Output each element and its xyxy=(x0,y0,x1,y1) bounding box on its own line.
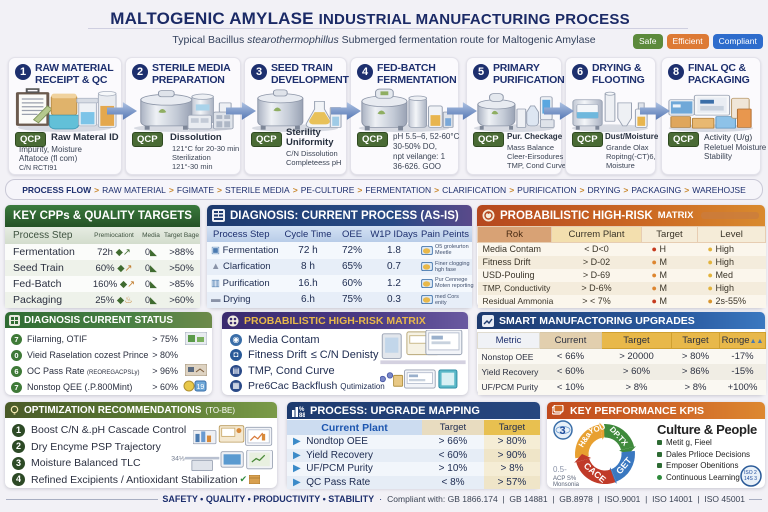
svg-text:%: % xyxy=(299,407,305,413)
svg-text:0.5-: 0.5- xyxy=(553,465,567,474)
svg-text:14S 3: 14S 3 xyxy=(744,476,757,482)
svg-text:ISO 2: ISO 2 xyxy=(744,470,757,476)
svg-text:19: 19 xyxy=(197,384,205,391)
svg-text:3: 3 xyxy=(560,425,566,437)
svg-text:88: 88 xyxy=(299,413,305,417)
svg-text:34⅓: 34⅓ xyxy=(171,455,185,462)
svg-text:Monsonia: Monsonia xyxy=(553,482,580,487)
svg-text:ACP S%: ACP S% xyxy=(553,476,577,482)
